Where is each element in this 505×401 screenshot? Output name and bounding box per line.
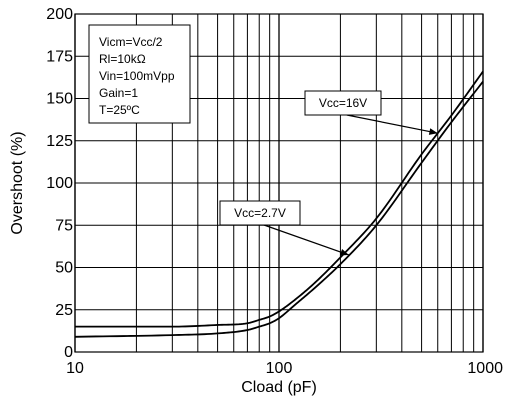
y-tick-label: 200	[46, 6, 73, 23]
condition-gain: Gain=1	[99, 86, 138, 100]
condition-temp: T=25ºC	[99, 103, 140, 117]
condition-vicm: Vicm=Vcc/2	[99, 35, 163, 49]
y-tick-label: 50	[55, 260, 73, 277]
annotation-vcc-2-7v: Vcc=2.7V	[219, 200, 350, 256]
x-axis-label: Cload (pF)	[241, 379, 317, 396]
series-layer	[74, 70, 484, 338]
plot-frame	[74, 13, 484, 353]
x-tick-label: 1000	[467, 360, 503, 377]
x-tick-labels: 10 100 1000	[66, 360, 503, 377]
condition-vin: Vin=100mVpp	[99, 69, 175, 83]
annotation-leader	[263, 224, 350, 256]
y-axis-label: Overshoot (%)	[9, 131, 26, 234]
conditions-box: Vicm=Vcc/2 Rl=10kΩ Vin=100mVpp Gain=1 T=…	[88, 24, 191, 124]
y-tick-label: 100	[46, 175, 73, 192]
y-tick-label: 75	[55, 217, 73, 234]
y-tick-label: 125	[46, 133, 73, 150]
annotation-label: Vcc=16V	[319, 96, 367, 110]
y-tick-labels: 0 25 50 75 100 125 150 175 200	[46, 6, 73, 361]
annotation-layer: Vcc=16V Vcc=2.7V	[219, 90, 438, 256]
annotation-arrowhead	[339, 249, 349, 256]
annotation-label: Vcc=2.7V	[234, 206, 286, 220]
y-tick-label: 0	[64, 344, 73, 361]
annotation-arrowhead	[428, 128, 438, 135]
annotation-box	[219, 200, 301, 226]
x-tick-label: 100	[266, 360, 293, 377]
y-tick-label: 150	[46, 91, 73, 108]
annotation-vcc-16v: Vcc=16V	[304, 90, 438, 135]
series-line-vcc-16v	[75, 70, 484, 328]
y-tick-label: 175	[46, 48, 73, 65]
x-tick-label: 10	[66, 360, 84, 377]
annotation-leader	[346, 114, 438, 134]
y-tick-label: 25	[55, 302, 73, 319]
series-line-vcc-2-7v	[74, 81, 484, 338]
annotation-box	[304, 90, 382, 116]
condition-rl: Rl=10kΩ	[99, 52, 146, 66]
